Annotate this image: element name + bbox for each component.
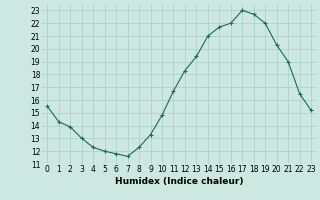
X-axis label: Humidex (Indice chaleur): Humidex (Indice chaleur) [115, 177, 244, 186]
